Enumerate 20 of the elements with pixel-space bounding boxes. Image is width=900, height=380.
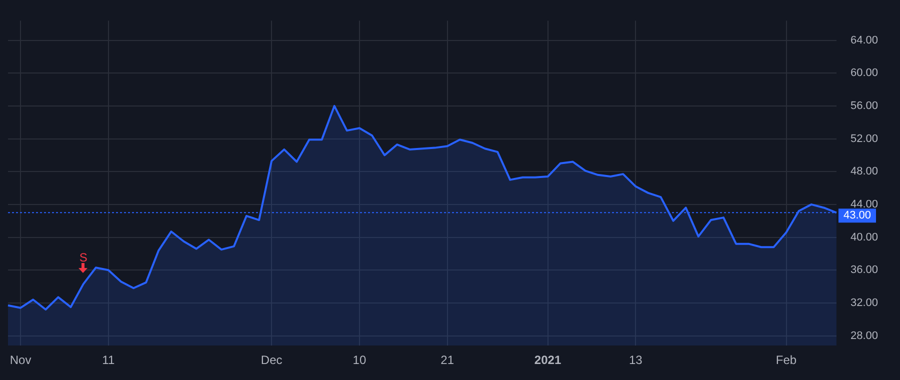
y-tick-label: 52.00 <box>850 132 878 145</box>
ref-line-label: 43.00 <box>843 210 872 222</box>
y-tick-label: 64.00 <box>850 34 878 46</box>
x-tick-label: 21 <box>440 353 454 368</box>
x-tick-label: Feb <box>776 353 797 368</box>
y-tick-label: 48.00 <box>850 166 878 178</box>
y-tick-label: 36.00 <box>850 264 878 276</box>
x-tick-label: 10 <box>352 353 366 368</box>
x-tick-label: 13 <box>628 353 643 368</box>
x-tick-label: Nov <box>10 353 32 368</box>
y-tick-label: 56.00 <box>850 100 878 112</box>
annotation: S <box>79 250 88 264</box>
y-tick-label: 28.00 <box>850 330 878 342</box>
x-tick-label: 11 <box>102 353 115 368</box>
y-tick-label: 44.00 <box>850 198 878 210</box>
x-tick-label: 2021 <box>534 353 562 368</box>
y-tick-label: 40.00 <box>850 231 878 244</box>
y-tick-label: 60.00 <box>850 67 878 80</box>
y-tick-label: 32.00 <box>850 296 878 309</box>
x-tick-label: Dec <box>260 353 282 368</box>
